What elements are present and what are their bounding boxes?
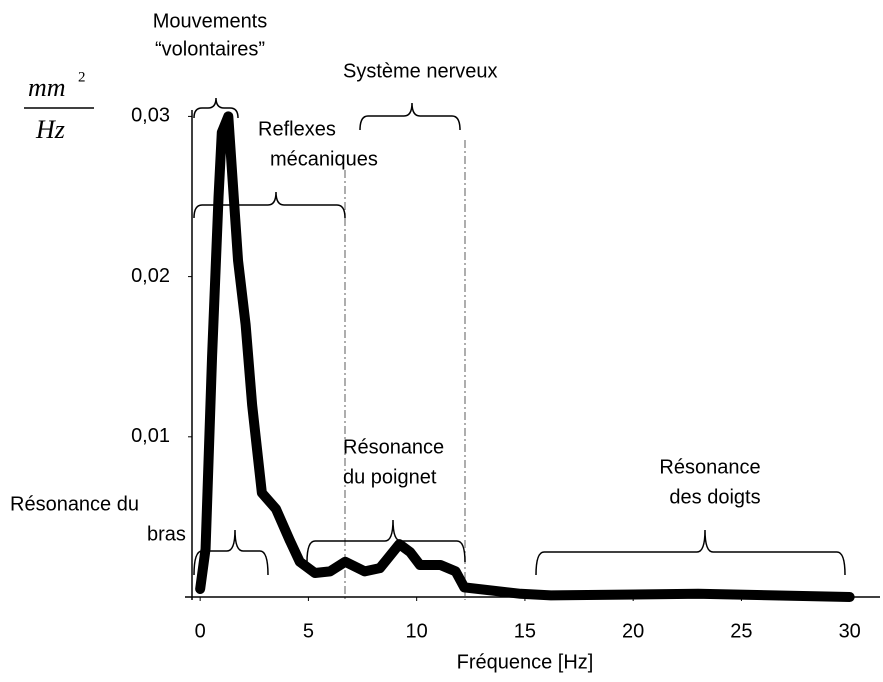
annotation: Mouvements: [153, 10, 268, 32]
y-label-exponent: 2: [78, 69, 86, 85]
brace: [306, 519, 466, 563]
x-label: Fréquence [Hz]: [457, 651, 594, 673]
y-label-denominator: Hz: [35, 115, 65, 144]
x-tick-label: 25: [730, 620, 752, 642]
annotation: Résonance: [343, 436, 444, 458]
annotation: du poignet: [343, 466, 437, 488]
brace: [359, 102, 461, 131]
y-tick-label: 0,03: [131, 105, 170, 127]
annotation: bras: [147, 523, 186, 545]
annotation: Système nerveux: [343, 60, 498, 82]
x-tick-label: 5: [303, 620, 314, 642]
annotation: “volontaires”: [155, 38, 265, 60]
x-tick-label: 15: [514, 620, 536, 642]
y-tick-label: 0,01: [131, 425, 170, 447]
x-tick-label: 30: [839, 620, 861, 642]
brace: [193, 191, 346, 219]
curve: [195, 111, 855, 602]
brace: [193, 529, 269, 576]
y-label: mm 2 Hz: [24, 69, 94, 144]
y-tick-label: 0,02: [131, 265, 170, 287]
x-tick-label: 0: [195, 620, 206, 642]
y-label-numerator: mm: [28, 73, 66, 102]
annotation: des doigts: [669, 486, 760, 508]
x-tick-label: 10: [406, 620, 428, 642]
annotation: mécaniques: [270, 148, 378, 170]
annotation: Résonance du: [10, 493, 139, 515]
brace: [535, 529, 846, 576]
annotation: Reflexes: [258, 118, 336, 140]
brace: [193, 97, 239, 119]
x-tick-label: 20: [622, 620, 644, 642]
annotation: Résonance: [659, 456, 760, 478]
